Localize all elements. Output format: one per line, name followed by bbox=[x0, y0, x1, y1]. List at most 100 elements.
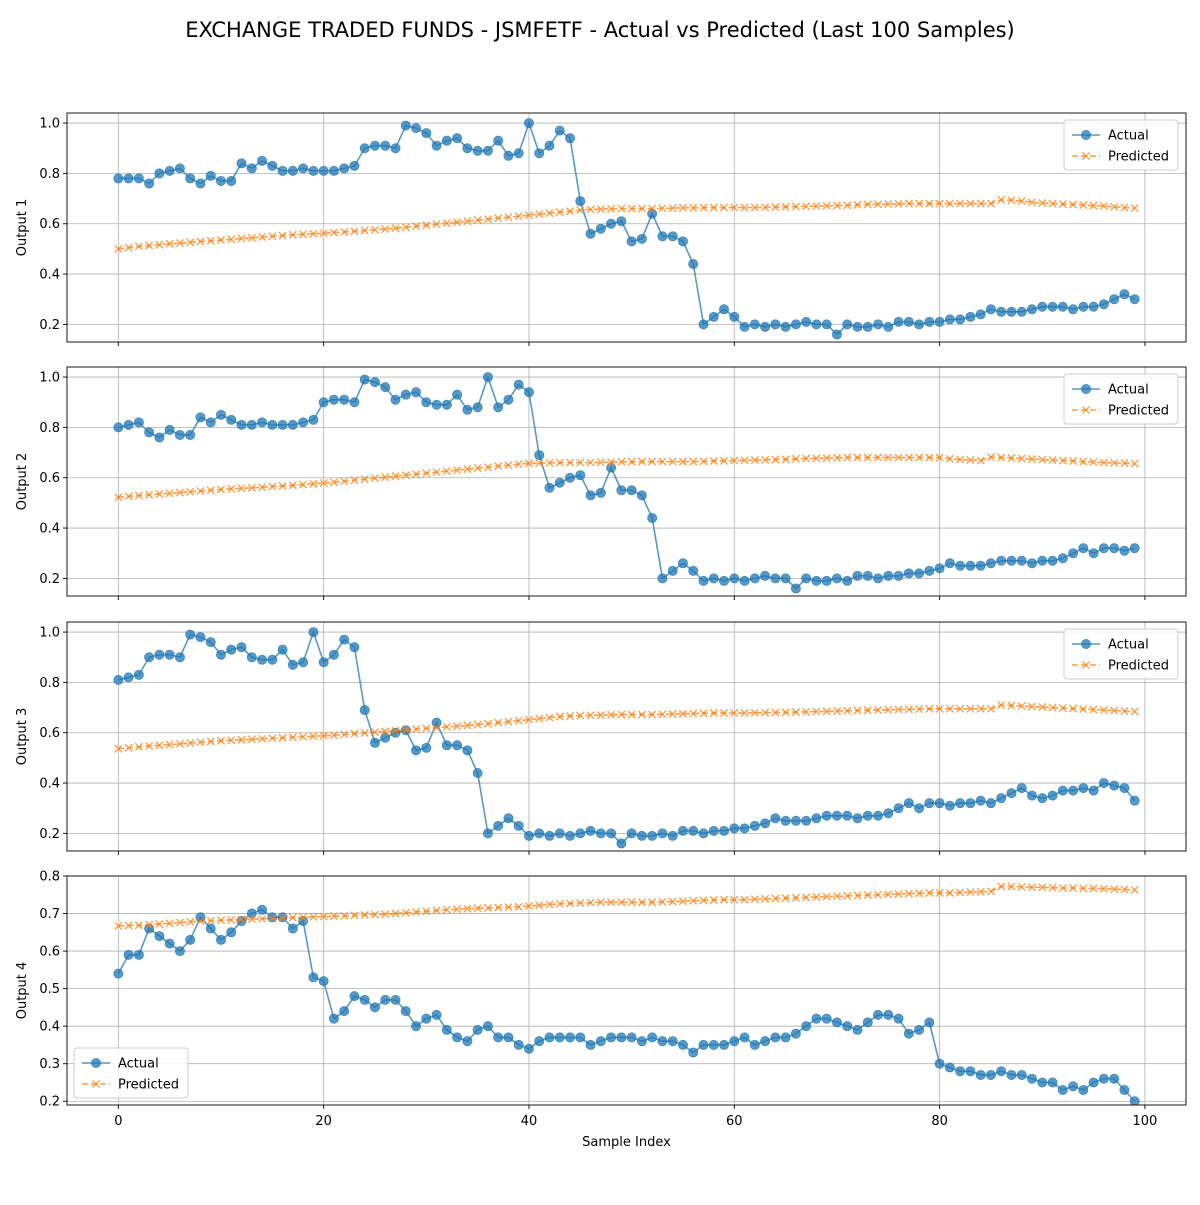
data-point-actual bbox=[1006, 555, 1017, 566]
data-point-actual bbox=[236, 419, 247, 430]
series-actual bbox=[113, 627, 1140, 849]
data-point-actual bbox=[914, 319, 925, 330]
data-point-actual bbox=[544, 482, 555, 493]
data-point-predicted bbox=[329, 731, 338, 740]
data-point-actual bbox=[503, 813, 514, 824]
data-point-actual bbox=[739, 575, 750, 586]
data-point-actual bbox=[482, 828, 493, 839]
data-point-actual bbox=[287, 923, 298, 934]
legend-marker-predicted bbox=[1081, 151, 1091, 161]
data-point-actual bbox=[493, 1032, 504, 1043]
data-point-predicted bbox=[637, 898, 646, 907]
data-point-predicted bbox=[832, 707, 842, 716]
data-point-predicted bbox=[114, 744, 123, 753]
data-point-actual bbox=[236, 158, 247, 169]
data-point-actual bbox=[1006, 788, 1017, 799]
data-point-actual bbox=[205, 417, 216, 428]
series-line-actual bbox=[118, 629, 1136, 845]
data-point-actual bbox=[831, 573, 842, 584]
data-point-predicted bbox=[288, 230, 297, 239]
data-point-predicted bbox=[196, 237, 205, 246]
data-point-predicted bbox=[278, 913, 287, 923]
data-point-actual bbox=[1129, 795, 1140, 806]
data-point-predicted bbox=[1110, 202, 1119, 211]
data-point-predicted bbox=[1130, 204, 1139, 213]
legend-label-predicted: Predicted bbox=[1108, 404, 1169, 419]
data-point-predicted bbox=[206, 236, 215, 245]
data-point-predicted bbox=[473, 216, 482, 225]
data-point-actual bbox=[667, 565, 678, 576]
data-point-predicted bbox=[730, 709, 739, 718]
data-point-predicted bbox=[935, 888, 944, 897]
data-point-predicted bbox=[863, 200, 872, 209]
data-point-predicted bbox=[904, 705, 913, 714]
data-point-predicted bbox=[370, 910, 380, 919]
data-point-predicted bbox=[853, 706, 862, 715]
data-point-predicted bbox=[1079, 705, 1088, 714]
data-point-actual bbox=[369, 1002, 380, 1013]
data-point-predicted bbox=[863, 706, 872, 715]
data-point-actual bbox=[657, 1036, 668, 1047]
data-point-predicted bbox=[247, 483, 256, 492]
data-point-actual bbox=[801, 1021, 812, 1032]
data-point-actual bbox=[113, 674, 124, 685]
data-point-actual bbox=[441, 740, 452, 751]
data-point-predicted bbox=[1017, 454, 1026, 463]
data-point-actual bbox=[503, 150, 514, 161]
data-point-predicted bbox=[966, 199, 975, 208]
data-point-predicted bbox=[740, 203, 749, 212]
x-tick-label: 20 bbox=[315, 1114, 332, 1129]
data-point-predicted bbox=[761, 708, 770, 717]
data-point-predicted bbox=[668, 897, 677, 906]
data-point-actual bbox=[667, 830, 678, 841]
series-predicted bbox=[114, 195, 1139, 253]
data-point-predicted bbox=[607, 458, 616, 467]
data-point-predicted bbox=[576, 206, 585, 215]
data-point-actual bbox=[349, 160, 360, 171]
series-line-predicted bbox=[118, 704, 1135, 750]
data-point-predicted bbox=[329, 912, 338, 921]
y-tick-label: 0.8 bbox=[39, 870, 60, 885]
data-point-predicted bbox=[391, 472, 400, 481]
data-point-predicted bbox=[340, 477, 349, 486]
data-point-actual bbox=[226, 644, 237, 655]
data-point-predicted bbox=[761, 203, 770, 212]
data-point-predicted bbox=[381, 473, 390, 482]
data-point-predicted bbox=[915, 705, 924, 714]
data-point-actual bbox=[421, 742, 432, 753]
data-point-actual bbox=[452, 1032, 463, 1043]
data-point-predicted bbox=[329, 478, 338, 487]
data-point-actual bbox=[708, 573, 719, 584]
data-point-predicted bbox=[145, 241, 154, 250]
data-point-actual bbox=[544, 830, 555, 841]
data-point-predicted bbox=[904, 889, 913, 898]
data-point-predicted bbox=[894, 705, 903, 714]
data-point-predicted bbox=[863, 891, 872, 900]
data-point-predicted bbox=[288, 913, 297, 922]
y-tick-label: 0.2 bbox=[39, 827, 60, 842]
data-point-actual bbox=[965, 798, 976, 809]
axes-frame bbox=[66, 366, 1187, 597]
data-point-actual bbox=[996, 1066, 1007, 1077]
legend-marker-predicted bbox=[1081, 405, 1091, 415]
data-point-predicted bbox=[432, 468, 441, 477]
data-point-actual bbox=[205, 637, 216, 648]
data-point-actual bbox=[503, 1032, 514, 1043]
data-point-predicted bbox=[1048, 199, 1057, 208]
data-point-actual bbox=[636, 830, 647, 841]
series-actual bbox=[113, 372, 1140, 594]
data-point-actual bbox=[1068, 304, 1079, 315]
data-point-actual bbox=[934, 316, 945, 327]
data-point-actual bbox=[626, 1032, 637, 1043]
data-point-predicted bbox=[565, 899, 575, 908]
data-point-predicted bbox=[329, 228, 338, 237]
data-point-actual bbox=[513, 820, 524, 831]
y-tick-label: 0.3 bbox=[39, 1057, 60, 1072]
data-point-predicted bbox=[791, 454, 800, 463]
data-point-predicted bbox=[843, 891, 852, 900]
data-point-predicted bbox=[678, 203, 688, 212]
x-axis-label: Sample Index bbox=[582, 1135, 671, 1150]
data-point-actual bbox=[1068, 785, 1079, 796]
data-point-actual bbox=[257, 417, 268, 428]
